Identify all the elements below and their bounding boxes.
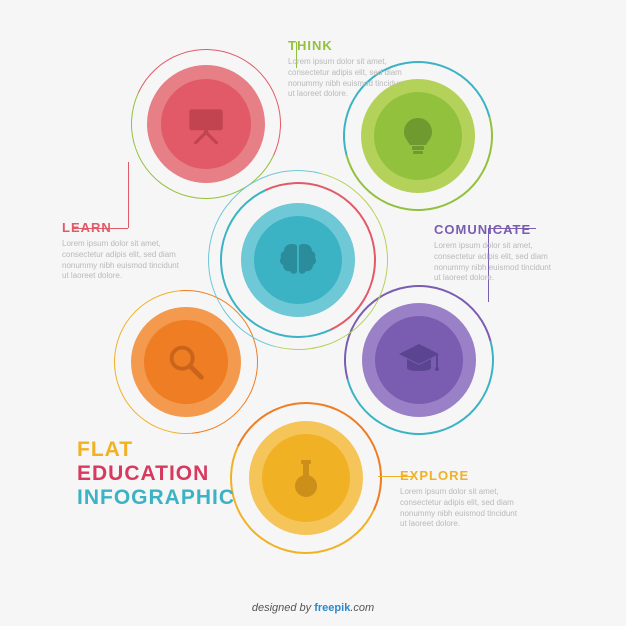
- body-think: Lorem ipsum dolor sit amet, consectetur …: [288, 57, 413, 100]
- text-learn: LEARN Lorem ipsum dolor sit amet, consec…: [62, 220, 187, 282]
- node-brain-inner: [254, 216, 342, 304]
- title-line-1: FLAT: [77, 438, 247, 462]
- body-comunicate: Lorem ipsum dolor sit amet, consectetur …: [434, 241, 559, 284]
- body-learn: Lorem ipsum dolor sit amet, consectetur …: [62, 239, 187, 282]
- node-learn: [147, 65, 265, 183]
- brain-icon: [274, 236, 322, 284]
- label-explore: EXPLORE: [400, 468, 525, 483]
- title-line-3: INFOGRAPHIC: [77, 486, 247, 510]
- text-explore: EXPLORE Lorem ipsum dolor sit amet, cons…: [400, 468, 525, 530]
- text-comunicate: COMUNICATE Lorem ipsum dolor sit amet, c…: [434, 222, 559, 284]
- label-think: THINK: [288, 38, 413, 53]
- node-explore-inner: [262, 434, 350, 522]
- main-title: FLAT EDUCATION INFOGRAPHIC: [77, 438, 247, 510]
- node-comunicate: [362, 303, 476, 417]
- body-explore: Lorem ipsum dolor sit amet, consectetur …: [400, 487, 525, 530]
- search-icon: [163, 339, 209, 385]
- text-think: THINK Lorem ipsum dolor sit amet, consec…: [288, 38, 413, 100]
- footer-suffix: .com: [350, 602, 374, 614]
- cap-icon: [395, 336, 443, 384]
- title-line-2: EDUCATION: [77, 462, 247, 486]
- node-search: [131, 307, 241, 417]
- node-think-inner: [374, 92, 462, 180]
- connector-line: [128, 162, 129, 228]
- flask-icon: [282, 454, 330, 502]
- node-comunicate-inner: [375, 316, 463, 404]
- node-brain: [241, 203, 355, 317]
- node-learn-inner: [161, 79, 251, 169]
- bulb-icon: [394, 112, 442, 160]
- board-icon: [181, 99, 231, 149]
- footer-prefix: designed by: [252, 602, 314, 614]
- label-comunicate: COMUNICATE: [434, 222, 559, 237]
- node-search-inner: [144, 320, 228, 404]
- label-learn: LEARN: [62, 220, 187, 235]
- footer-credit: designed by freepik.com: [0, 602, 626, 614]
- footer-brand: freepik: [314, 602, 350, 614]
- node-explore: [249, 421, 363, 535]
- infographic-stage: LEARN Lorem ipsum dolor sit amet, consec…: [0, 0, 626, 626]
